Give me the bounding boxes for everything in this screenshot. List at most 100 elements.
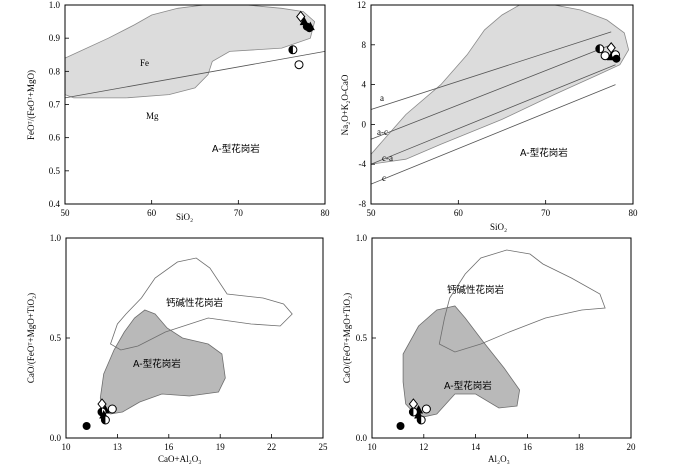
panel-a: 50 60 70 80 0.4 0.5 0.6 0.7 0.8 0.9 1.0 Fe Mg A-型花… bbox=[26, 0, 330, 222]
a-type-field-polygon bbox=[402, 305, 521, 419]
x-tick-label: 25 bbox=[319, 442, 329, 452]
field-polygons bbox=[99, 257, 293, 415]
x-tick-label: 16 bbox=[523, 442, 533, 452]
y-tick-label: 1.0 bbox=[356, 233, 368, 243]
panel-b: 50 60 70 80 -8 -4 0 4 8 12 a a-c c-a c A-型花岗岩 SiO… bbox=[340, 0, 638, 232]
line-label-a: a bbox=[380, 93, 384, 103]
field-polygons bbox=[402, 249, 606, 419]
calc-alkaline-field-label: 钙碱性花岗岩 bbox=[166, 297, 223, 309]
y-tick-label: 0.6 bbox=[49, 133, 61, 143]
x-axis-label: CaO+Al₂O₃ bbox=[158, 454, 201, 464]
calc-alkaline-field-polygon bbox=[110, 257, 293, 351]
data-point-half-circle bbox=[408, 407, 418, 417]
fe-mg-divider-line bbox=[64, 51, 326, 99]
data-point-diamond bbox=[296, 10, 306, 23]
axis-ticks: 10 12 14 16 18 20 0.0 0.5 1.0 bbox=[356, 233, 636, 452]
axis-ticks: 50 60 70 80 -8 -4 0 4 8 12 bbox=[357, 0, 638, 218]
y-tick-label: 0 bbox=[362, 119, 367, 129]
y-tick-label: 4 bbox=[362, 80, 367, 90]
data-point-filled-circle bbox=[396, 422, 405, 430]
y-axis-label: Na₂O+K₂O-CaO bbox=[340, 74, 350, 135]
y-tick-label: 12 bbox=[357, 0, 366, 10]
y-tick-label: 0.8 bbox=[49, 66, 61, 76]
x-tick-label: 18 bbox=[575, 442, 585, 452]
y-axis-label: CaO/(FeOᵀ+MgO+TiO₂) bbox=[342, 293, 352, 383]
y-tick-label: 1.0 bbox=[50, 233, 62, 243]
sample-points bbox=[288, 10, 315, 70]
a-type-field-polygon bbox=[370, 4, 630, 165]
a-type-granite-field bbox=[64, 4, 316, 99]
x-tick-label: 50 bbox=[61, 208, 71, 218]
fe-label: Fe bbox=[140, 58, 149, 68]
a-type-field-label: A-型花岗岩 bbox=[133, 358, 181, 370]
a-type-field-label: A-型花岗岩 bbox=[520, 147, 568, 159]
data-point-filled-circle bbox=[82, 422, 91, 430]
x-tick-label: 80 bbox=[629, 208, 639, 218]
x-axis-label: Al₂O₃ bbox=[488, 454, 510, 464]
boundary-line-a bbox=[370, 31, 612, 110]
x-tick-label: 10 bbox=[62, 442, 72, 452]
y-tick-label: 0.4 bbox=[49, 199, 61, 209]
data-point-open-circle bbox=[294, 60, 304, 70]
data-point-half-circle bbox=[416, 415, 426, 425]
x-axis-label: SiO₂ bbox=[490, 222, 507, 232]
x-tick-label: 13 bbox=[113, 442, 123, 452]
plot-frame bbox=[370, 4, 634, 205]
x-tick-label: 80 bbox=[321, 208, 331, 218]
data-point-filled-circle bbox=[612, 54, 621, 63]
x-tick-label: 70 bbox=[234, 208, 244, 218]
y-tick-label: -8 bbox=[359, 199, 367, 209]
plot-frame bbox=[371, 237, 632, 439]
a-type-field-label: A-型花岗岩 bbox=[444, 380, 492, 392]
y-axis-label: CaO/(FeOᵀ+MgO+TiO₂) bbox=[26, 293, 36, 383]
a-type-granite-field bbox=[370, 4, 630, 165]
y-tick-label: 0.5 bbox=[49, 166, 61, 176]
y-tick-label: 0.5 bbox=[356, 333, 368, 343]
x-tick-label: 10 bbox=[368, 442, 378, 452]
mg-label: Mg bbox=[146, 111, 159, 121]
a-type-field-polygon bbox=[99, 309, 226, 415]
plot-frame bbox=[64, 4, 326, 205]
sample-points bbox=[396, 398, 431, 430]
panel-d: 10 12 14 16 18 20 0.0 0.5 1.0 钙碱性花岗岩 A-型花岗岩 Al₂O… bbox=[342, 233, 636, 464]
data-point-open-circle bbox=[421, 404, 431, 414]
y-tick-label: 0.0 bbox=[356, 433, 368, 443]
x-tick-label: 16 bbox=[164, 442, 174, 452]
panel-c: 10 13 16 19 22 25 0.0 0.5 1.0 钙碱性花岗岩 A-型花岗岩 CaO+… bbox=[26, 233, 328, 464]
data-point-triangle bbox=[305, 21, 315, 31]
x-tick-label: 50 bbox=[367, 208, 377, 218]
data-point-half-circle bbox=[288, 45, 298, 55]
x-tick-label: 19 bbox=[216, 442, 226, 452]
boundary-line-c bbox=[370, 84, 616, 185]
y-tick-label: 8 bbox=[362, 40, 367, 50]
y-tick-label: 0.9 bbox=[49, 33, 61, 43]
calc-alkaline-field-polygon bbox=[438, 249, 606, 353]
line-label-c: c bbox=[382, 173, 386, 183]
axis-ticks: 10 13 16 19 22 25 0.0 0.5 1.0 bbox=[50, 233, 328, 452]
a-type-field-polygon bbox=[64, 4, 316, 99]
boundary-lines bbox=[370, 31, 616, 185]
y-axis-label: FeOᵀ/(FeOᵀ+MgO) bbox=[26, 70, 36, 140]
x-tick-label: 12 bbox=[419, 442, 428, 452]
y-tick-label: -4 bbox=[359, 159, 367, 169]
x-axis-label: SiO₂ bbox=[176, 212, 193, 222]
line-label-a-c: a-c bbox=[377, 127, 388, 137]
y-tick-label: 1.0 bbox=[49, 0, 61, 10]
calc-alkaline-field-label: 钙碱性花岗岩 bbox=[447, 284, 504, 296]
y-tick-label: 0.5 bbox=[50, 333, 62, 343]
plot-frame bbox=[65, 237, 324, 439]
axis-ticks: 50 60 70 80 0.4 0.5 0.6 0.7 0.8 0.9 1.0 bbox=[49, 0, 330, 218]
x-tick-label: 20 bbox=[627, 442, 637, 452]
sample-points bbox=[595, 41, 621, 63]
boundary-line-a-c bbox=[370, 44, 612, 140]
sample-points bbox=[82, 398, 117, 430]
x-tick-label: 60 bbox=[147, 208, 157, 218]
boundary-line-c-a bbox=[370, 64, 616, 165]
data-point-half-circle bbox=[595, 44, 605, 54]
x-tick-label: 22 bbox=[267, 442, 276, 452]
data-point-open-circle bbox=[107, 404, 117, 414]
a-type-field-label: A-型花岗岩 bbox=[212, 143, 260, 155]
divider-lines bbox=[64, 51, 326, 99]
data-point-half-circle bbox=[100, 415, 110, 425]
